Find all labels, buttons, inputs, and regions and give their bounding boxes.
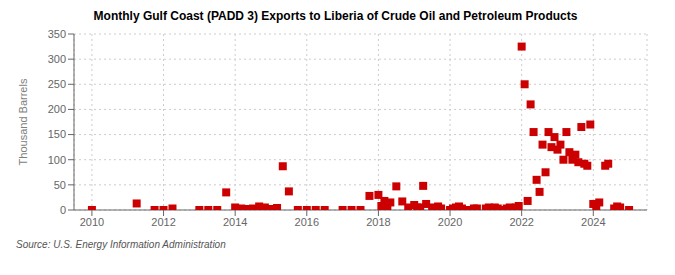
svg-text:300: 300: [48, 53, 66, 65]
svg-text:100: 100: [48, 154, 66, 166]
svg-text:2024: 2024: [581, 216, 605, 228]
html-text:Monthly Gulf Coast (PADD 3) Ex: Monthly Gulf Coast (PADD 3) Exports to L…: [93, 9, 578, 23]
svg-text:2020: 2020: [438, 216, 462, 228]
svg-text:250: 250: [48, 78, 66, 90]
svg-text:2018: 2018: [366, 216, 390, 228]
svg-text:50: 50: [54, 179, 66, 191]
svg-text:2022: 2022: [509, 216, 533, 228]
svg-text:2014: 2014: [223, 216, 247, 228]
svg-text:200: 200: [48, 103, 66, 115]
svg-text:350: 350: [48, 28, 66, 40]
html-text:Source: U.S. Energy Informatio: Source: U.S. Energy Information Administ…: [16, 239, 226, 250]
svg-text:2012: 2012: [151, 216, 175, 228]
svg-text:Thousand Barrels: Thousand Barrels: [17, 78, 29, 165]
svg-text:2016: 2016: [295, 216, 319, 228]
svg-text:2010: 2010: [80, 216, 104, 228]
svg-text:0: 0: [60, 204, 66, 216]
svg-text:150: 150: [48, 128, 66, 140]
